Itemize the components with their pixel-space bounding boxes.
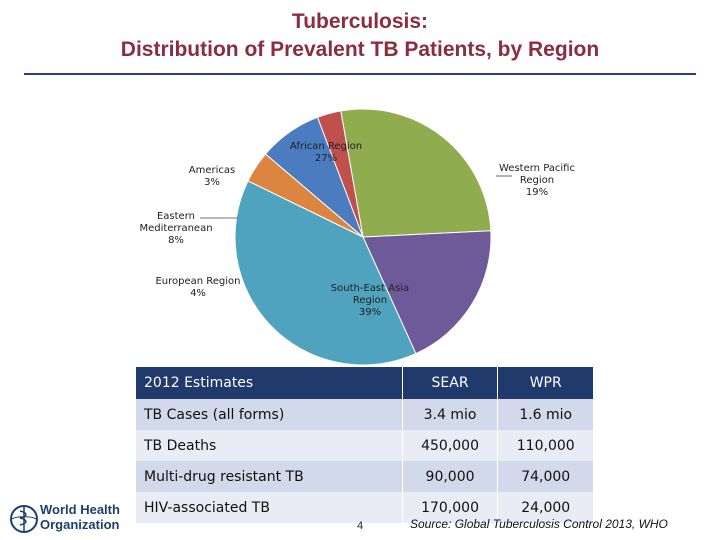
slice-pct-label: 19% [526, 187, 548, 198]
logo-line-2: Organization [40, 517, 120, 532]
slice-pct-label: 27% [315, 153, 337, 164]
title-line-1: Tuberculosis: [291, 10, 429, 33]
header-estimates: 2012 Estimates [136, 367, 403, 399]
title-divider [24, 73, 696, 75]
sear-value: 90,000 [401, 461, 498, 492]
slide-title: Tuberculosis: Distribution of Prevalent … [0, 8, 720, 64]
table-row: Multi-drug resistant TB 90,000 74,000 [136, 461, 593, 492]
who-logo-text: World Health Organization [40, 502, 120, 532]
wpr-value: 1.6 mio [497, 399, 593, 430]
sear-value: 450,000 [401, 430, 498, 461]
header-sear: SEAR [401, 367, 498, 399]
slice-african-region [340, 108, 492, 238]
slice-name-label: Region [353, 295, 387, 306]
logo-line-1: World Health [40, 502, 120, 517]
slice-pct-label: 4% [190, 288, 206, 299]
slice-name-label: European Region [155, 276, 240, 287]
slice-name-label: African Region [290, 141, 362, 152]
slice-name-label: Americas [189, 165, 235, 176]
slice-pct-label: 8% [168, 235, 184, 246]
who-emblem-icon [10, 505, 38, 533]
row-label: TB Deaths [136, 430, 403, 461]
row-label: HIV-associated TB [136, 492, 403, 523]
title-line-2: Distribution of Prevalent TB Patients, b… [120, 38, 600, 61]
estimates-table: 2012 Estimates SEAR WPR TB Cases (all fo… [136, 367, 593, 523]
slice-americas [316, 110, 364, 238]
sear-value: 170,000 [401, 492, 498, 523]
row-label: TB Cases (all forms) [136, 399, 403, 430]
table-row: HIV-associated TB 170,000 24,000 [136, 492, 593, 523]
source-note: Source: Global Tuberculosis Control 2013… [410, 517, 668, 531]
header-wpr: WPR [497, 367, 593, 399]
slice-name-label: Western Pacific [499, 163, 575, 174]
slice-western-pacific-region [362, 230, 492, 355]
sear-value: 3.4 mio [401, 399, 498, 430]
slice-name-label: Mediterranean [139, 223, 212, 234]
wpr-value: 24,000 [497, 492, 593, 523]
slice-name-label: Region [520, 175, 554, 186]
slice-south-east-asia-region [234, 180, 417, 366]
table-row: TB Cases (all forms) 3.4 mio 1.6 mio [136, 399, 593, 430]
table-header-row: 2012 Estimates SEAR WPR [136, 367, 593, 399]
row-label: Multi-drug resistant TB [136, 461, 403, 492]
slice-name-label: South-East Asia [331, 283, 409, 294]
slice-pct-label: 3% [204, 177, 220, 188]
table-row: TB Deaths 450,000 110,000 [136, 430, 593, 461]
page-number: 4 [357, 520, 364, 532]
slice-pct-label: 39% [359, 307, 381, 318]
slice-name-label: Eastern [157, 211, 195, 222]
wpr-value: 74,000 [497, 461, 593, 492]
wpr-value: 110,000 [497, 430, 593, 461]
